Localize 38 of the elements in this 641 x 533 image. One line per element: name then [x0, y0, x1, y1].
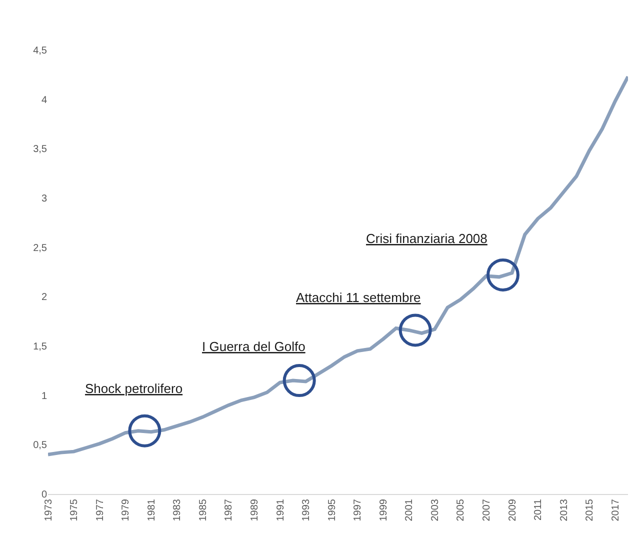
x-tick-label: 1981 [146, 498, 158, 522]
x-tick-label: 1995 [326, 498, 338, 522]
y-tick-label: 1,5 [33, 342, 48, 352]
y-tick-label: 0 [41, 490, 48, 500]
x-tick-label: 1989 [249, 498, 260, 522]
x-tick-label: 2001 [404, 498, 416, 522]
x-tick-label: 1993 [301, 498, 312, 522]
x-tick-label: 2009 [507, 498, 518, 522]
x-tick-label: 1973 [43, 498, 54, 522]
x-tick-label: 1999 [378, 498, 390, 522]
y-tick-label: 2,5 [33, 242, 48, 254]
y-tick-label: 4,5 [33, 46, 48, 56]
x-tick-label: 1987 [224, 498, 235, 522]
annotation: Shock petrolifero [85, 381, 183, 396]
x-tick-label: 2007 [481, 498, 492, 522]
x-tick-label: 2013 [558, 498, 570, 522]
line-series [48, 74, 628, 456]
y-tick-label: 2 [41, 292, 48, 304]
x-tick-label: 1997 [352, 498, 364, 522]
annotation: Attacchi 11 settembre [296, 290, 421, 305]
x-tick-label: 2005 [456, 498, 467, 522]
y-tick-label: 4 [41, 94, 48, 106]
x-tick-label: 1979 [120, 498, 132, 522]
x-tick-label: 1991 [275, 498, 286, 522]
x-tick-label: 1983 [172, 498, 184, 522]
x-tick-label: 2003 [430, 498, 441, 522]
x-tick-label: 2015 [584, 498, 596, 522]
y-tick-label: 3,5 [33, 144, 48, 156]
x-tick-label: 2011 [533, 498, 544, 521]
x-tick-label: 1975 [69, 498, 80, 522]
x-tick-label: 1985 [198, 498, 209, 522]
x-tick-label: 1977 [94, 498, 106, 522]
y-tick-label: 0,5 [33, 440, 48, 452]
x-tick-label: 2017 [610, 498, 622, 522]
annotation: Crisi finanziaria 2008 [366, 231, 488, 246]
y-tick-label: 3 [41, 194, 48, 204]
annotation: I Guerra del Golfo [202, 339, 306, 354]
y-tick-label: 1 [41, 390, 48, 402]
